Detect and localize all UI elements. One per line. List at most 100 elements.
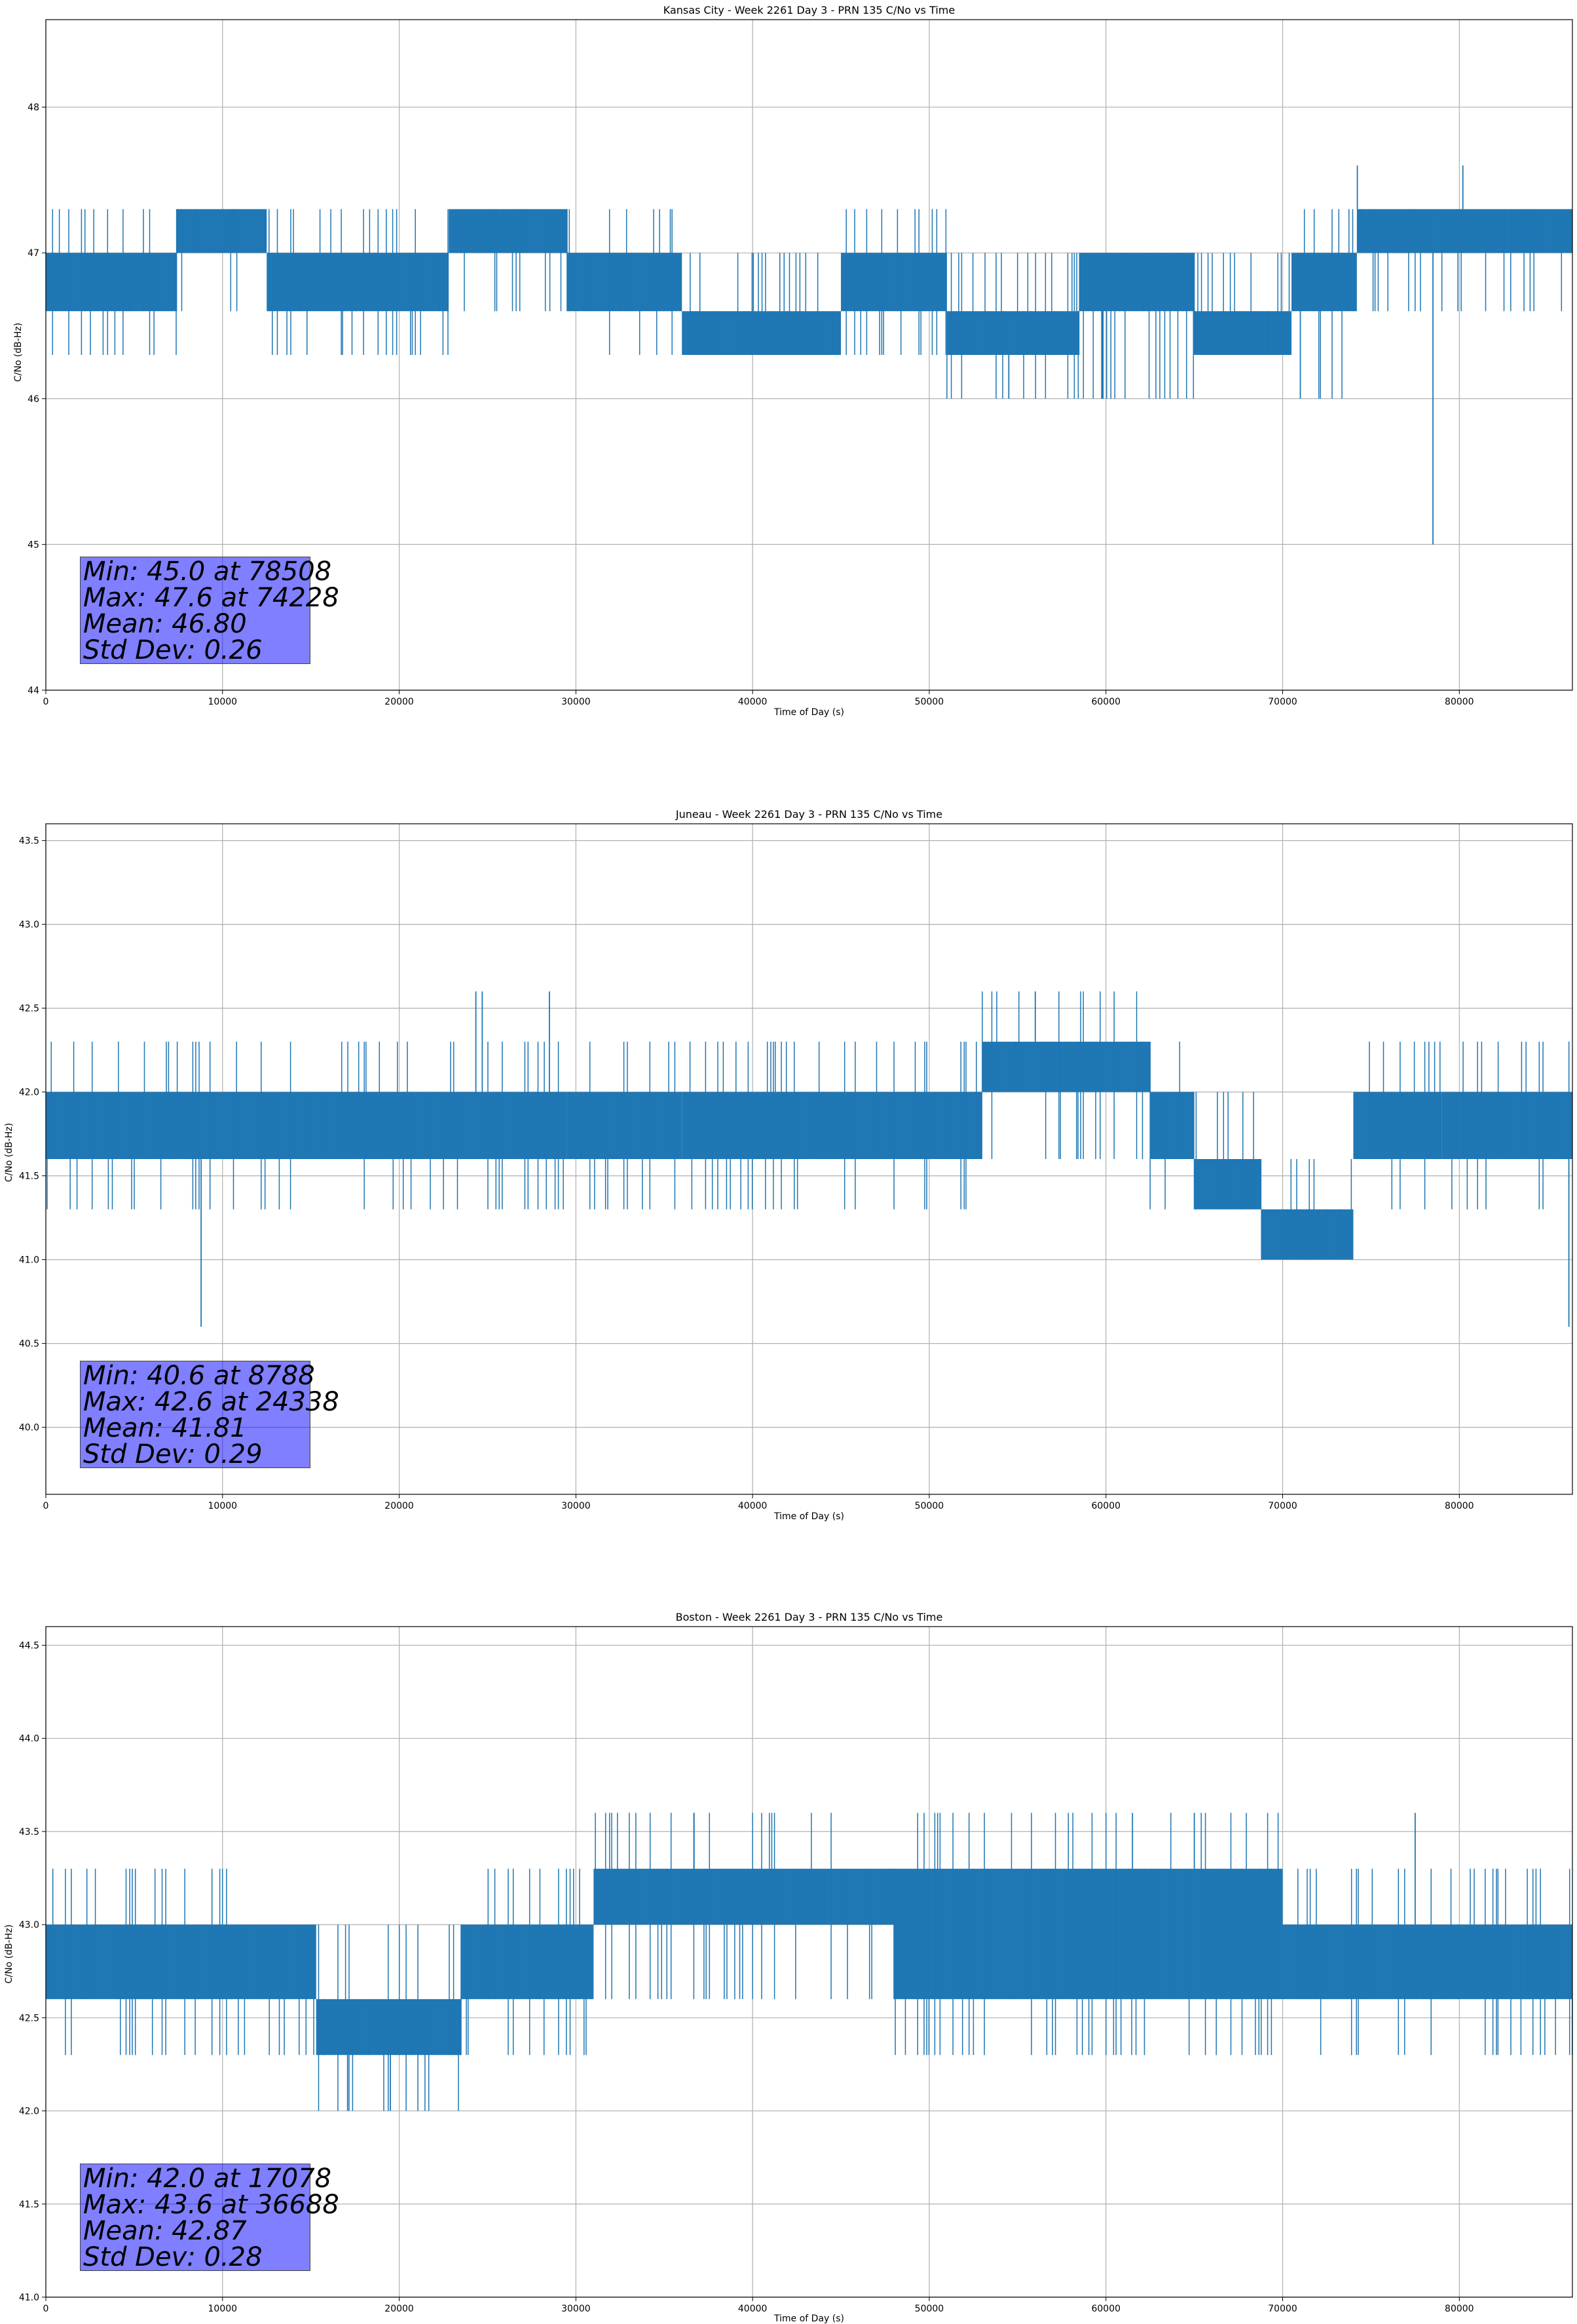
- y-tick-label: 43.5: [19, 1827, 39, 1837]
- x-tick-label: 50000: [915, 697, 944, 707]
- x-tick-label: 0: [43, 2304, 49, 2314]
- y-tick-label: 44.0: [19, 1734, 39, 1744]
- x-tick-label: 30000: [561, 697, 591, 707]
- x-tick-label: 30000: [561, 2304, 591, 2314]
- x-tick-label: 80000: [1445, 697, 1474, 707]
- x-tick-label: 10000: [208, 697, 238, 707]
- y-tick-label: 47: [28, 248, 39, 259]
- stats-mean: Mean: 41.81: [83, 1413, 247, 1443]
- signal-band: [752, 1868, 894, 1925]
- x-tick-label: 10000: [208, 2304, 238, 2314]
- signal-excursions: [566, 209, 673, 355]
- axes-frame: [45, 19, 1573, 691]
- signal-band: [1441, 1092, 1572, 1159]
- axes-frame: [45, 1626, 1573, 2298]
- stats-max: Max: 43.6 at 36688: [83, 2190, 339, 2220]
- y-tick-label: 42.5: [19, 1004, 39, 1014]
- signal-band: [1079, 253, 1195, 312]
- signal-band: [682, 311, 842, 355]
- signal-excursions: [1297, 1868, 1573, 2056]
- signal-excursions: [946, 253, 1079, 399]
- y-tick-label: 46: [28, 394, 39, 405]
- x-tick-label: 60000: [1091, 1501, 1121, 1511]
- signal-excursions: [690, 253, 841, 355]
- y-tick-label: 40.5: [19, 1339, 39, 1350]
- signal-band: [593, 1868, 753, 1925]
- signal-excursions: [231, 1925, 314, 2056]
- signal-band: [176, 209, 267, 253]
- y-tick-label: 41.0: [19, 1255, 39, 1266]
- signal-excursions: [460, 1868, 587, 2056]
- y-axis: 41.0 41.5 42.0 42.5 43.0 43.5 44.0 44.5: [19, 1640, 46, 2303]
- signal-band: [267, 253, 449, 312]
- chart-title: Juneau - Week 2261 Day 3 - PRN 135 C/No …: [675, 808, 943, 821]
- signal-band: [682, 1092, 982, 1159]
- signal-band: [1194, 311, 1292, 355]
- x-axis: 0 10000 20000 30000 40000 50000 60000 70000 8000…: [43, 1494, 1474, 1511]
- plot-area-boston: 0 10000 20000 30000 40000 50000 60000 70000 8000…: [19, 1626, 1573, 2314]
- signal-excursions: [52, 1868, 227, 2056]
- signal-excursions: [1105, 1813, 1279, 2056]
- x-tick-label: 10000: [208, 1501, 238, 1511]
- y-axis-label: C/No (dB-Hz): [4, 1122, 14, 1183]
- y-tick-label: 45: [28, 540, 39, 550]
- signal-band: [1291, 253, 1357, 312]
- y-tick-label: 43.5: [19, 836, 39, 847]
- signal-band: [449, 209, 567, 253]
- signal-band: [566, 1092, 682, 1159]
- signal-band: [894, 1868, 1106, 1999]
- signal-band: [982, 1041, 1151, 1092]
- plot-area-kansas-city: 0 10000 20000 30000 40000 50000 60000 70000 8000…: [28, 19, 1573, 707]
- x-tick-label: 80000: [1445, 2304, 1474, 2314]
- y-axis: 40.0 40.5 41.0 41.5 42.0 42.5 43.0 43.5: [19, 836, 46, 1433]
- stats-mean: Mean: 46.80: [83, 609, 247, 639]
- signal-excursions: [689, 1041, 982, 1209]
- signal-excursions: [52, 209, 177, 355]
- signal-excursions: [1193, 253, 1290, 355]
- x-axis: 0 10000 20000 30000 40000 50000 60000 70000 8000…: [43, 690, 1474, 707]
- x-axis-label: Time of Day (s): [774, 707, 844, 718]
- y-tick-label: 42.0: [19, 2107, 39, 2117]
- signal-band: [1282, 1925, 1572, 1999]
- stats-min: Min: 42.0 at 17078: [83, 2164, 332, 2194]
- signal-excursions: [1360, 209, 1572, 312]
- stats-min: Min: 40.6 at 8788: [83, 1361, 315, 1391]
- stats-std: Std Dev: 0.29: [83, 1439, 263, 1469]
- signal-band: [1105, 1868, 1283, 1999]
- x-axis-label: Time of Day (s): [774, 2314, 844, 2324]
- y-tick-label: 41.5: [19, 1171, 39, 1182]
- x-tick-label: 50000: [915, 2304, 944, 2314]
- y-tick-label: 48: [28, 103, 39, 113]
- stats-std: Std Dev: 0.26: [83, 635, 263, 665]
- signal-excursions: [595, 1813, 749, 1999]
- stats-box: Min: 42.0 at 17078 Max: 43.6 at 36688 Me…: [80, 2164, 339, 2271]
- y-axis: 44 45 46 47 48: [28, 103, 46, 696]
- x-tick-label: 20000: [384, 1501, 414, 1511]
- stats-mean: Mean: 42.87: [83, 2216, 247, 2246]
- y-tick-label: 40.0: [19, 1423, 39, 1433]
- signal-band: [46, 1092, 567, 1159]
- stats-box: Min: 40.6 at 8788 Max: 42.6 at 24338 Mea…: [80, 1361, 339, 1469]
- signal-excursions: [1079, 253, 1195, 399]
- signal-excursions: [46, 1041, 564, 1209]
- signal-band: [1150, 1092, 1195, 1159]
- series-cno: [46, 991, 1572, 1327]
- signal-band: [461, 1925, 594, 1999]
- signal-excursions: [1193, 1092, 1254, 1209]
- signal-band: [946, 311, 1080, 355]
- signal-band: [841, 253, 947, 312]
- x-tick-label: 70000: [1268, 697, 1297, 707]
- x-tick-label: 70000: [1268, 2304, 1297, 2314]
- x-tick-label: 0: [43, 1501, 49, 1511]
- signal-excursions: [318, 1925, 462, 2111]
- signal-excursions: [1261, 1159, 1352, 1260]
- x-axis: 0 10000 20000 30000 40000 50000 60000 70000 8000…: [43, 2297, 1474, 2314]
- signal-band: [46, 253, 177, 312]
- signal-excursions: [752, 1813, 892, 1999]
- y-tick-label: 43.0: [19, 920, 39, 931]
- x-tick-label: 40000: [738, 1501, 768, 1511]
- chart-title: Kansas City - Week 2261 Day 3 - PRN 135 …: [663, 4, 955, 16]
- y-tick-label: 42.5: [19, 2013, 39, 2023]
- signal-excursions: [456, 209, 568, 312]
